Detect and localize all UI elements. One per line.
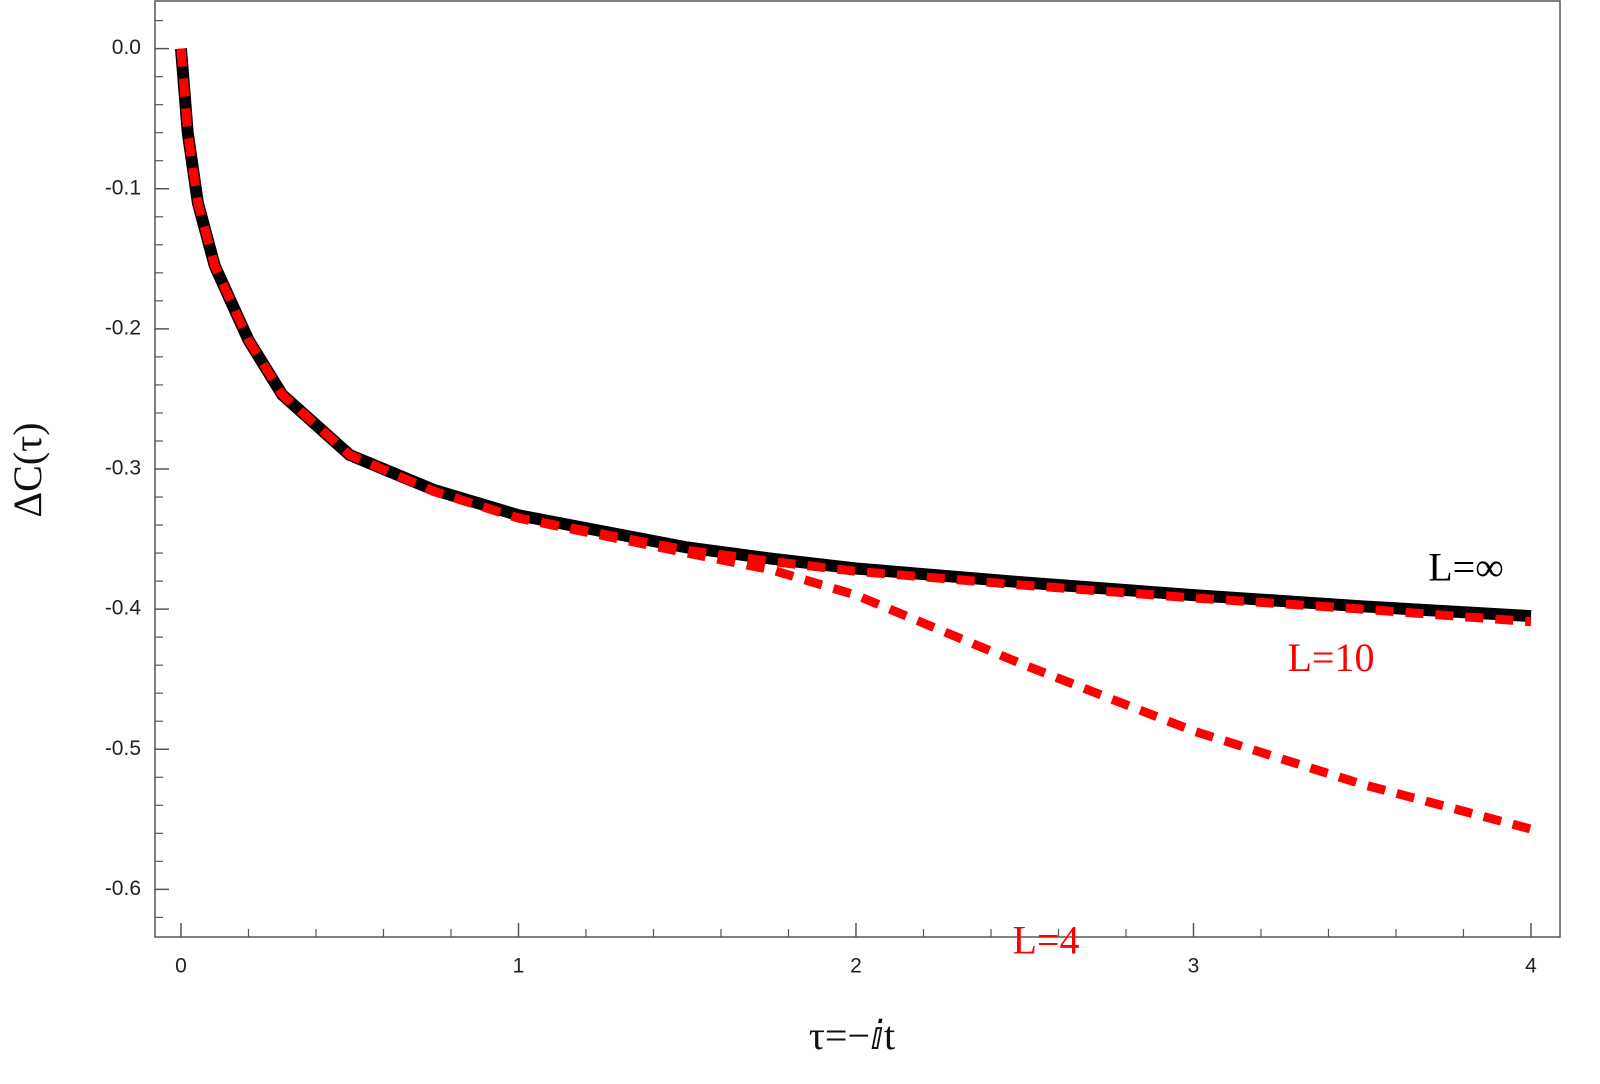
x-tick-label: 0 [175, 955, 187, 978]
y-tick-label: -0.4 [105, 597, 142, 620]
y-tick-label: 0.0 [112, 36, 141, 59]
series-label: L=4 [1012, 917, 1079, 962]
series-line [176, 48, 1533, 834]
y-tick-label: -0.3 [105, 457, 141, 480]
series-line [176, 48, 1532, 627]
x-axis-label: τ=−ⅈt [809, 1013, 895, 1058]
series-label: L=10 [1287, 635, 1374, 680]
series-line [175, 48, 1532, 623]
y-tick-label: -0.5 [105, 737, 141, 760]
x-tick-label: 1 [513, 955, 525, 978]
y-tick-label: -0.6 [105, 877, 141, 900]
y-axis-label: ΔC(τ) [5, 422, 50, 517]
plot-frame [154, 0, 1561, 938]
y-tick-label: -0.1 [105, 176, 141, 199]
x-tick-label: 3 [1188, 955, 1200, 978]
x-tick-label: 4 [1525, 955, 1537, 978]
x-tick-label: 2 [850, 955, 862, 978]
series-label: L=∞ [1428, 544, 1504, 589]
y-tick-label: -0.2 [105, 316, 141, 339]
